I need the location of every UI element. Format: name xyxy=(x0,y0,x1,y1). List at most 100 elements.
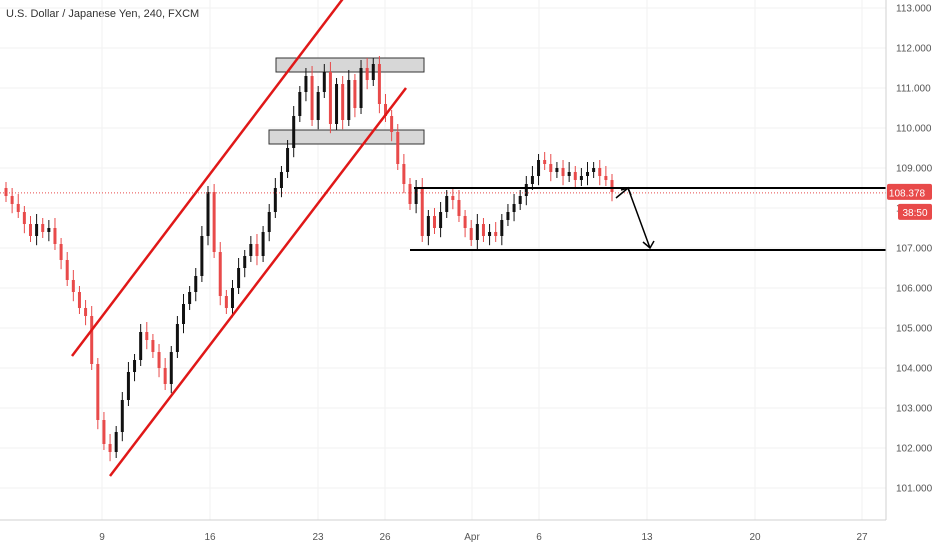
candle-body xyxy=(188,292,192,304)
price-tick-label: 107.000 xyxy=(896,244,932,255)
time-tick-label: 27 xyxy=(856,532,868,543)
chart-title: U.S. Dollar / Japanese Yen, 240, FXCM xyxy=(6,8,200,20)
candle-body xyxy=(543,160,547,164)
price-axis-bg[interactable] xyxy=(886,0,932,520)
candle-body xyxy=(298,92,302,116)
candle-body xyxy=(163,368,167,384)
candle-body xyxy=(224,296,228,308)
candle-body xyxy=(488,232,492,236)
candle-body xyxy=(451,196,455,200)
time-axis-bg[interactable] xyxy=(0,520,932,550)
candle-body xyxy=(335,84,339,124)
candle-body xyxy=(537,160,541,176)
price-tick-label: 113.000 xyxy=(896,4,932,15)
candle-body xyxy=(586,172,590,176)
candle-body xyxy=(145,332,149,340)
candle-body xyxy=(230,288,234,308)
candle-body xyxy=(445,196,449,212)
candle-body xyxy=(249,244,253,256)
candle-body xyxy=(384,104,388,116)
candle-body xyxy=(512,204,516,212)
candle-body xyxy=(439,212,443,228)
candle-body xyxy=(322,72,326,92)
candle-body xyxy=(90,316,94,364)
candle-body xyxy=(218,252,222,296)
time-tick-label: 13 xyxy=(641,532,653,543)
candle-body xyxy=(561,168,565,176)
candle-body xyxy=(175,324,179,352)
time-tick-label: 20 xyxy=(749,532,761,543)
candle-body xyxy=(84,308,88,316)
candle-body xyxy=(481,224,485,236)
candle-body xyxy=(108,444,112,452)
price-tick-label: 110.000 xyxy=(896,124,932,135)
candle-body xyxy=(16,204,20,212)
candle-body xyxy=(426,216,430,236)
candle-body xyxy=(47,228,51,232)
channel-upper-line[interactable] xyxy=(71,0,348,357)
candle-body xyxy=(500,220,504,236)
candle-body xyxy=(353,80,357,108)
arrowhead-down-icon xyxy=(642,240,655,250)
candle-body xyxy=(59,244,63,260)
candle-body xyxy=(408,184,412,204)
candle-body xyxy=(316,92,320,120)
candle-body xyxy=(414,188,418,204)
candle-body xyxy=(341,84,345,120)
candle-body xyxy=(96,364,100,420)
candle-body xyxy=(506,212,510,220)
candle-body xyxy=(212,192,216,252)
resistance-zone[interactable] xyxy=(268,129,425,145)
candle-body xyxy=(10,196,14,204)
projection-arrow-path[interactable] xyxy=(615,186,651,249)
time-tick-label: Apr xyxy=(464,532,480,543)
candle-body xyxy=(432,216,436,228)
candle-body xyxy=(390,116,394,132)
candle-body xyxy=(151,340,155,352)
candle-body xyxy=(114,432,118,452)
candle-body xyxy=(35,224,39,236)
candle-body xyxy=(549,164,553,172)
candle-body xyxy=(120,400,124,432)
candle-body xyxy=(598,168,602,176)
candle-body xyxy=(243,256,247,268)
candle-body xyxy=(194,276,198,292)
candle-body xyxy=(592,168,596,172)
channel-lower-line[interactable] xyxy=(109,87,407,477)
candle-body xyxy=(555,168,559,172)
candle-body xyxy=(169,352,173,384)
candle-body xyxy=(71,280,75,292)
candle-body xyxy=(139,332,143,360)
candle-body xyxy=(41,224,45,232)
time-tick-label: 6 xyxy=(536,532,542,543)
candles xyxy=(4,56,614,462)
current-price-value: 108.378 xyxy=(889,188,926,199)
price-tick-label: 106.000 xyxy=(896,284,932,295)
price-tick-label: 105.000 xyxy=(896,324,932,335)
time-tick-label: 26 xyxy=(379,532,391,543)
price-tick-label: 104.000 xyxy=(896,364,932,375)
drawings xyxy=(0,0,886,477)
price-tick-label: 102.000 xyxy=(896,444,932,455)
price-tick-label: 111.000 xyxy=(896,84,931,95)
candle-body xyxy=(365,68,369,80)
candle-body xyxy=(310,76,314,120)
time-tick-label: 9 xyxy=(99,532,105,543)
time-axis[interactable]: 9 16 23 26 Apr 6 13 20 27 xyxy=(99,532,868,543)
candle-body xyxy=(22,212,26,224)
candle-body xyxy=(475,224,479,240)
candle-body xyxy=(347,80,351,120)
time-tick-label: 23 xyxy=(312,532,324,543)
candle-body xyxy=(267,212,271,232)
resistance-zone[interactable] xyxy=(275,57,425,73)
candle-body xyxy=(279,172,283,188)
candle-body xyxy=(77,292,81,308)
candle-body xyxy=(28,224,32,236)
candle-body xyxy=(237,268,241,288)
candle-body xyxy=(573,172,577,180)
arrowhead-up-icon xyxy=(620,187,632,196)
candle-body xyxy=(286,148,290,172)
candle-body xyxy=(359,68,363,108)
price-tick-label: 112.000 xyxy=(896,44,932,55)
